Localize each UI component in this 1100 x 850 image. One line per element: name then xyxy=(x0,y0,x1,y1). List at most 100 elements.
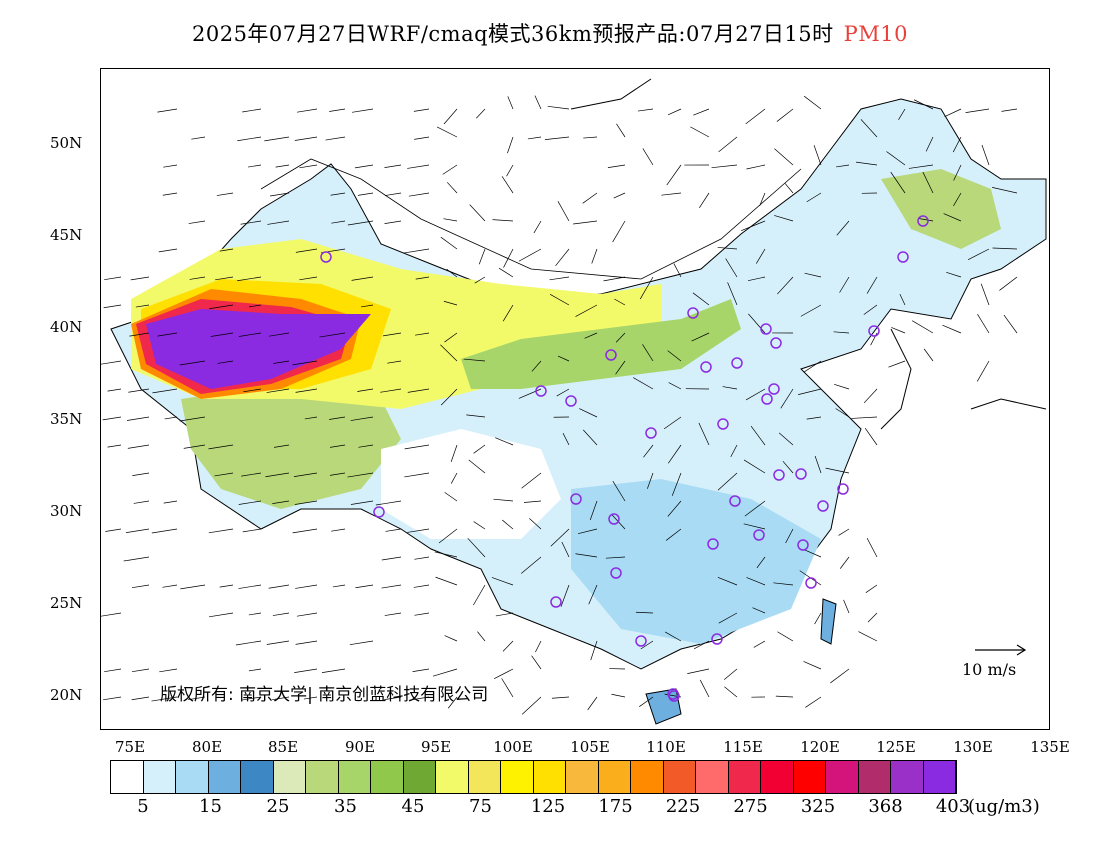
wind-arrow xyxy=(438,528,458,544)
colorbar-label: 403 xyxy=(935,796,971,817)
city-station-marker xyxy=(700,361,712,373)
wind-arrow xyxy=(450,472,458,484)
lon-label-100e: 100E xyxy=(493,738,533,756)
colorbar-swatch xyxy=(598,761,631,793)
city-station-marker xyxy=(753,529,765,541)
wind-arrow xyxy=(777,631,794,642)
wind-arrow xyxy=(247,164,262,168)
wind-arrow xyxy=(833,331,850,334)
taiwan-island xyxy=(820,598,837,645)
wind-arrow xyxy=(888,360,906,368)
wind-arrow xyxy=(162,192,178,196)
wind-arrow xyxy=(299,164,318,169)
wind-arrow xyxy=(890,171,906,194)
wind-arrow xyxy=(782,460,794,474)
wind-arrow xyxy=(614,298,626,306)
wind-arrow xyxy=(350,500,374,505)
wind-arrow xyxy=(179,416,206,422)
wind-arrow xyxy=(415,332,430,336)
wind-arrow xyxy=(319,332,346,338)
wind-arrow xyxy=(667,350,682,362)
wind-arrow xyxy=(864,428,878,446)
wind-arrow xyxy=(583,136,598,139)
wind-arrow xyxy=(944,108,962,118)
wind-arrow xyxy=(549,293,570,306)
wind-arrow xyxy=(151,528,178,534)
wind-arrow xyxy=(839,556,850,569)
wind-arrow xyxy=(899,293,906,306)
wind-arrow xyxy=(560,584,570,607)
wind-arrow xyxy=(242,108,262,113)
wind-arrow xyxy=(501,176,514,194)
wind-arrow xyxy=(442,164,458,175)
wind-arrow xyxy=(814,612,822,625)
wind-arrow xyxy=(299,276,318,281)
wind-arrow xyxy=(803,360,822,373)
wind-arrow xyxy=(293,472,318,477)
wind-arrow xyxy=(444,635,458,642)
wind-arrow xyxy=(435,576,458,586)
wind-arrow xyxy=(642,148,654,166)
wind-arrow xyxy=(556,388,570,397)
wind-arrow xyxy=(741,220,766,231)
wind-arrow xyxy=(492,219,514,222)
city-station-marker xyxy=(565,395,577,407)
wind-arrow xyxy=(128,388,150,393)
wind-arrow xyxy=(414,136,430,140)
colorbar-swatch xyxy=(371,761,404,793)
colorbar-swatch xyxy=(208,761,241,793)
wind-arrow xyxy=(414,556,430,560)
wind-arrow xyxy=(667,108,682,116)
wind-arrow xyxy=(780,388,794,409)
wind-arrow xyxy=(294,500,318,505)
wind-arrow xyxy=(219,584,234,588)
colorbar-label: 35 xyxy=(334,796,357,817)
korea-coast xyxy=(880,328,912,430)
city-station-marker xyxy=(610,567,622,579)
wind-arrow xyxy=(135,304,150,308)
wind-arrow xyxy=(360,304,374,308)
lon-label-90e: 90E xyxy=(344,738,376,756)
wind-arrow xyxy=(555,248,570,267)
colorbar-swatch xyxy=(793,761,826,793)
wind-arrow xyxy=(727,282,738,306)
wind-arrow xyxy=(800,304,822,317)
wind-arrow xyxy=(776,108,794,122)
wind-arrow xyxy=(404,444,430,450)
wind-arrow xyxy=(266,388,290,393)
lon-label-75e: 75E xyxy=(114,738,146,756)
wind-arrow xyxy=(605,556,626,559)
wind-arrow xyxy=(718,136,738,153)
wind-arrow xyxy=(588,584,598,605)
wind-scale-arrow xyxy=(975,644,1027,656)
wind-arrow xyxy=(981,144,990,166)
colorbar-swatch xyxy=(436,761,469,793)
lon-label-80e: 80E xyxy=(191,738,223,756)
wind-arrow xyxy=(274,444,290,448)
wind-arrow xyxy=(507,136,514,154)
wind-arrow xyxy=(495,612,514,617)
pm10-field-svg xyxy=(101,78,1047,725)
colorbar-label: 325 xyxy=(800,796,836,817)
city-station-marker xyxy=(687,307,699,319)
city-station-marker xyxy=(797,539,809,551)
wind-arrow xyxy=(183,444,206,449)
wind-arrow xyxy=(237,136,262,142)
wind-arrow xyxy=(329,416,346,420)
wind-arrow xyxy=(329,472,346,476)
wind-arrow xyxy=(242,696,262,701)
city-station-marker xyxy=(770,337,782,349)
wind-arrow xyxy=(478,248,486,265)
wind-arrow xyxy=(347,472,374,478)
colorbar-swatch xyxy=(403,761,436,793)
colorbar-label: 75 xyxy=(469,796,492,817)
wind-arrow xyxy=(642,344,654,362)
colorbar-label: 25 xyxy=(266,796,290,817)
title-text: 2025年07月27日WRF/cmaq模式36km预报产品:07月27日15时 xyxy=(191,22,834,46)
colorbar-label: 368 xyxy=(868,796,903,817)
wind-arrow xyxy=(503,248,514,268)
wind-arrow xyxy=(292,528,318,534)
colorbar-label: 125 xyxy=(530,796,566,817)
wind-arrow xyxy=(295,640,318,645)
wind-arrow xyxy=(693,640,710,650)
